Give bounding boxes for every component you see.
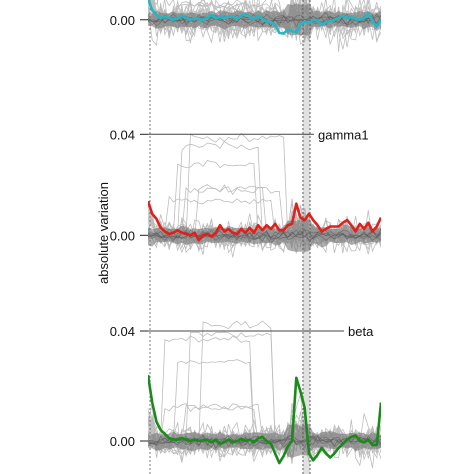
band-trace (148, 12, 381, 27)
band-trace (148, 228, 381, 243)
panel-label: beta (348, 324, 374, 339)
band-trace (148, 434, 381, 448)
band-trace (148, 228, 381, 241)
panel-label: gamma1 (318, 127, 369, 142)
highlighted-series (148, 0, 381, 465)
dense-trace-bands (148, 3, 381, 458)
excursion-trace (148, 335, 381, 446)
reference-band (303, 0, 310, 474)
panel-labels: gamma1 beta (148, 127, 374, 339)
excursion-trace (148, 331, 381, 445)
highlight-series-line (148, 200, 381, 242)
y-axis-ticks: 0.00 0.04 0.00 0.04 0.00 (110, 13, 148, 449)
band-trace (148, 13, 381, 26)
excursion-trace (148, 320, 381, 448)
plot-area (148, 0, 381, 474)
y-tick-label: 0.00 (110, 228, 135, 243)
y-tick-label: 0.04 (110, 127, 135, 142)
highlight-series-line (148, 374, 381, 465)
highlight-series-line (148, 0, 381, 35)
y-tick-label: 0.00 (110, 13, 135, 28)
y-axis-label: absolute variation (96, 182, 111, 284)
reference-lines (149, 0, 311, 474)
y-tick-label: 0.00 (110, 434, 135, 449)
y-tick-label: 0.04 (110, 324, 135, 339)
